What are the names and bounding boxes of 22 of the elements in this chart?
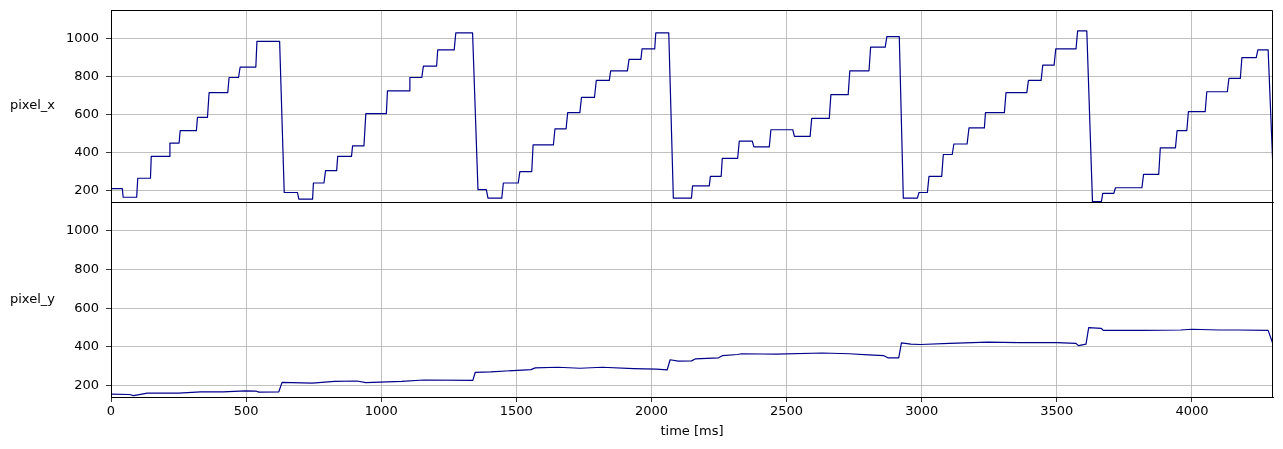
y-tick-label: 600 bbox=[74, 299, 99, 315]
y-tick-label: 600 bbox=[74, 105, 99, 121]
x-tick-label: 0 bbox=[106, 403, 116, 419]
y-tick-label: 800 bbox=[74, 67, 99, 83]
x-tick-label: 500 bbox=[233, 403, 259, 419]
x-tick-label: 4000 bbox=[1175, 403, 1209, 419]
y-axis-title: pixel_x bbox=[10, 97, 56, 113]
y-tick-label: 400 bbox=[74, 143, 99, 159]
x-tick-label: 3500 bbox=[1040, 403, 1074, 419]
y-tick-label: 1000 bbox=[65, 222, 99, 238]
x-tick-label: 2500 bbox=[770, 403, 804, 419]
x-tick-label: 1000 bbox=[364, 403, 398, 419]
y-tick-label: 400 bbox=[74, 338, 99, 354]
y-tick-label: 200 bbox=[74, 376, 99, 392]
x-tick-label: 3000 bbox=[905, 403, 939, 419]
x-tick-label: 1500 bbox=[499, 403, 533, 419]
y-tick-label: 200 bbox=[74, 181, 99, 197]
y-tick-label: 1000 bbox=[65, 29, 99, 45]
y-axis-title: pixel_y bbox=[10, 290, 56, 306]
x-axis-title: time [ms] bbox=[660, 422, 724, 438]
y-tick-label: 800 bbox=[74, 260, 99, 276]
x-tick-label: 2000 bbox=[634, 403, 669, 419]
